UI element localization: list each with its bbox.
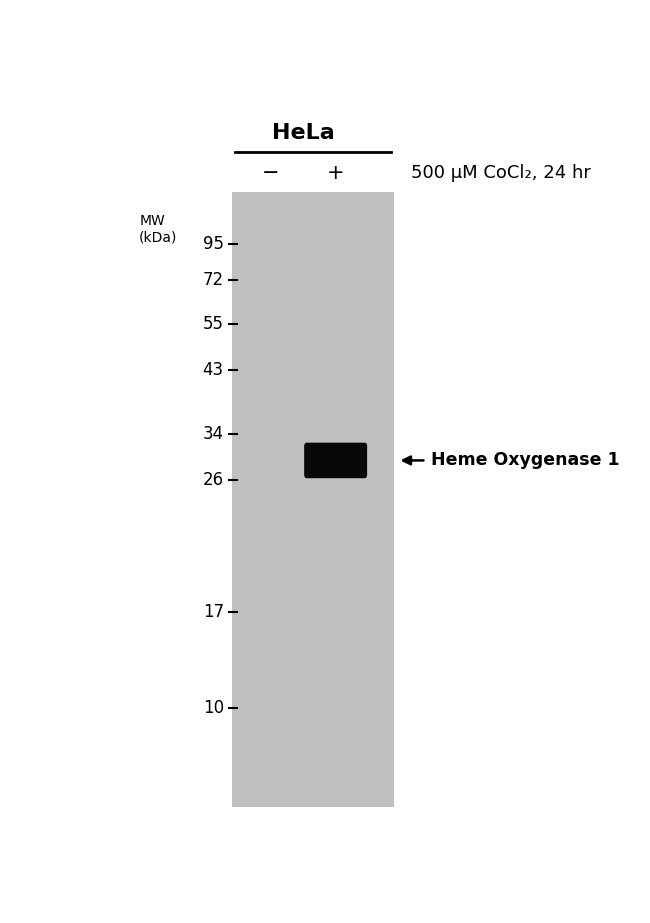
FancyBboxPatch shape [304,443,367,478]
Text: 26: 26 [203,472,224,489]
Text: 34: 34 [203,426,224,443]
Text: 55: 55 [203,315,224,333]
Bar [233,193,394,808]
Text: HeLa: HeLa [272,123,334,143]
Text: 17: 17 [203,603,224,621]
Text: 500 μM CoCl₂, 24 hr: 500 μM CoCl₂, 24 hr [411,164,591,183]
Text: +: + [327,163,344,184]
Text: MW
(kDa): MW (kDa) [139,214,177,244]
Text: −: − [261,163,279,184]
Text: 72: 72 [203,271,224,289]
Text: Heme Oxygenase 1: Heme Oxygenase 1 [432,451,620,470]
Text: 95: 95 [203,235,224,254]
Text: 43: 43 [203,361,224,379]
Text: 10: 10 [203,699,224,717]
